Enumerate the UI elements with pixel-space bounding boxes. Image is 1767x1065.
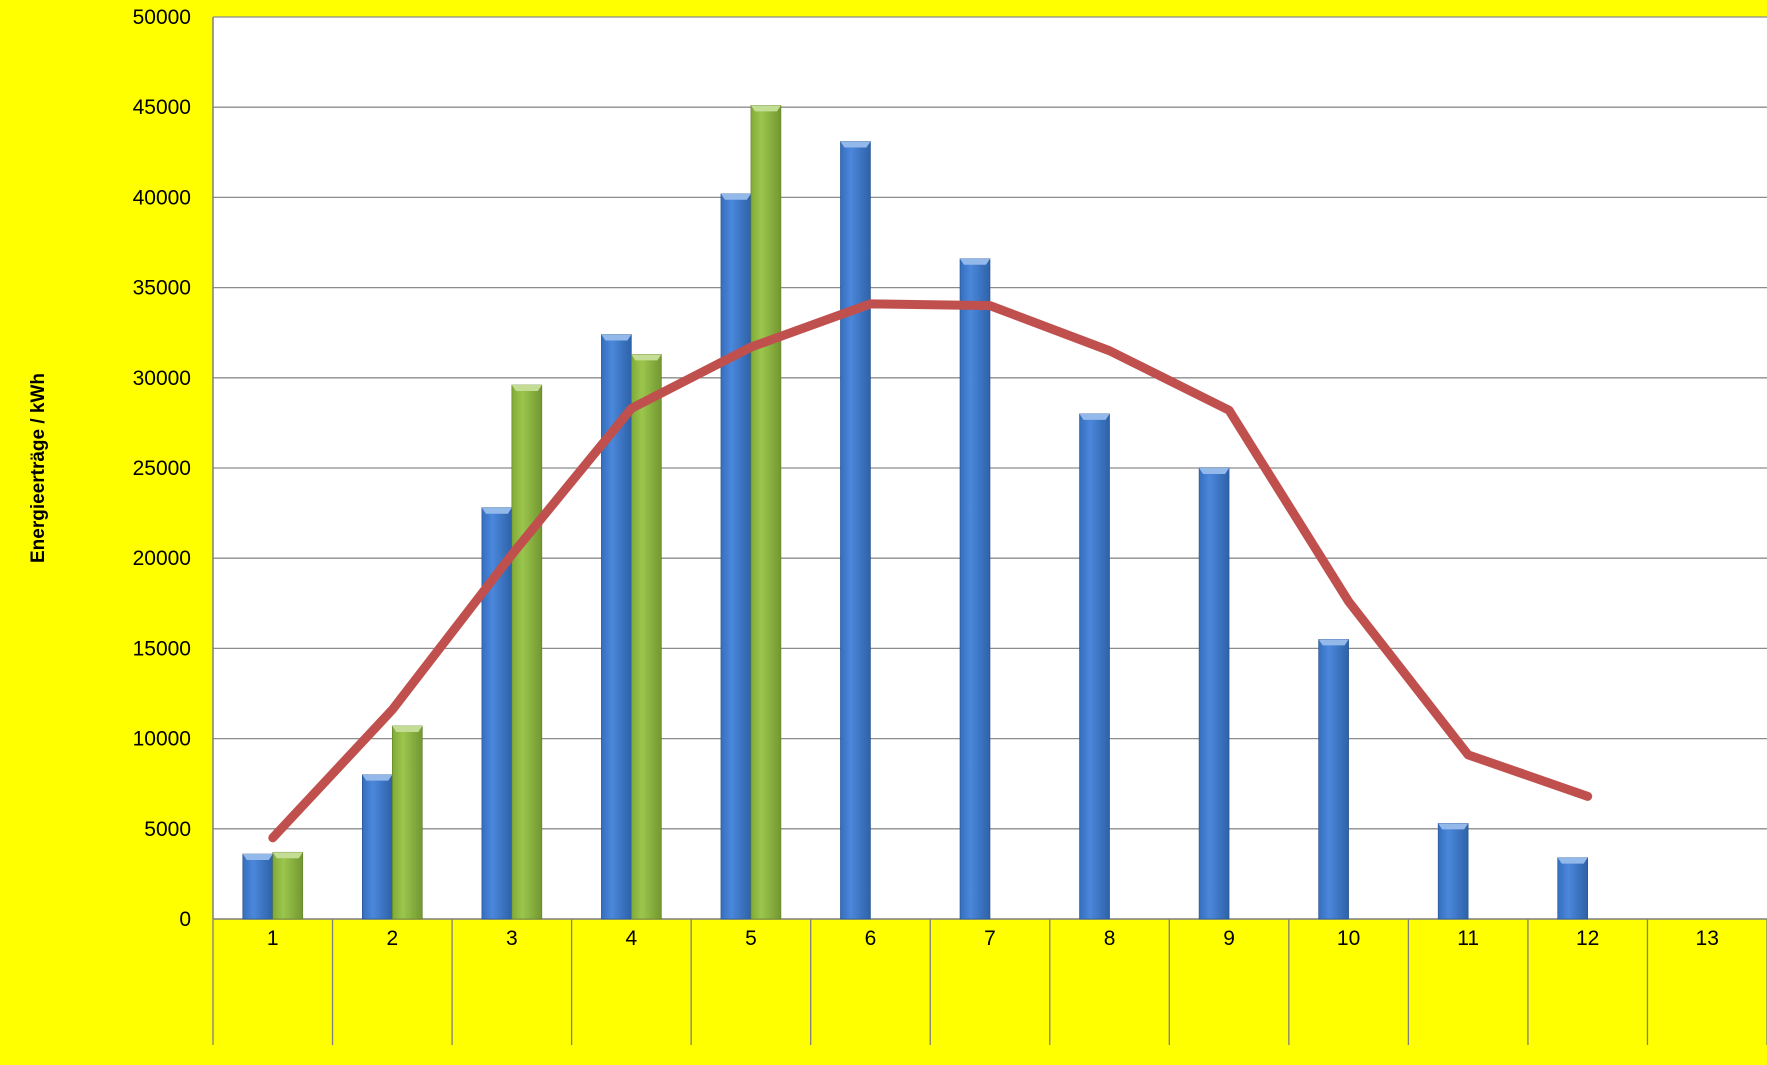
x-tick-label: 1	[267, 927, 279, 950]
x-tick-label: 10	[1337, 927, 1360, 950]
bar	[601, 334, 632, 920]
y-tick-label: 30000	[133, 367, 191, 390]
bar	[1318, 639, 1349, 920]
x-tick-label: 11	[1457, 927, 1479, 950]
y-tick-label: 40000	[133, 186, 191, 209]
x-tick-label: 5	[745, 927, 757, 950]
bar	[1557, 857, 1588, 920]
bar	[631, 354, 662, 920]
bar	[362, 774, 393, 920]
x-tick-label: 6	[865, 927, 877, 950]
bar	[392, 725, 423, 920]
y-tick-label: 10000	[133, 728, 191, 751]
x-tick-label: 7	[984, 927, 996, 950]
bar	[720, 193, 752, 920]
y-tick-label: 5000	[144, 818, 191, 841]
y-tick-label: 20000	[133, 547, 191, 570]
y-tick-label: 0	[179, 908, 191, 931]
x-tick-label: 12	[1576, 927, 1599, 950]
y-tick-label: 50000	[133, 6, 191, 29]
y-tick-label: 45000	[133, 96, 191, 119]
bar	[959, 258, 991, 920]
bar	[1437, 823, 1469, 920]
bar	[750, 105, 782, 920]
x-tick-label: 4	[626, 927, 638, 950]
bar	[1079, 413, 1110, 920]
y-tick-label: 25000	[133, 457, 191, 480]
x-tick-label: 8	[1104, 927, 1116, 950]
bar	[242, 853, 274, 920]
x-tick-label: 13	[1696, 927, 1719, 950]
y-tick-label: 15000	[133, 637, 191, 660]
y-axis-title: Energieerträge / kWh	[28, 373, 49, 563]
bar	[1198, 467, 1230, 920]
y-tick-label: 35000	[133, 277, 191, 300]
x-tick-label: 3	[506, 927, 518, 950]
x-tick-label: 9	[1223, 927, 1235, 950]
bar	[840, 141, 871, 920]
line-series	[268, 299, 1593, 843]
bar	[511, 384, 543, 920]
bar	[272, 851, 304, 920]
x-tick-label: 2	[386, 927, 398, 950]
